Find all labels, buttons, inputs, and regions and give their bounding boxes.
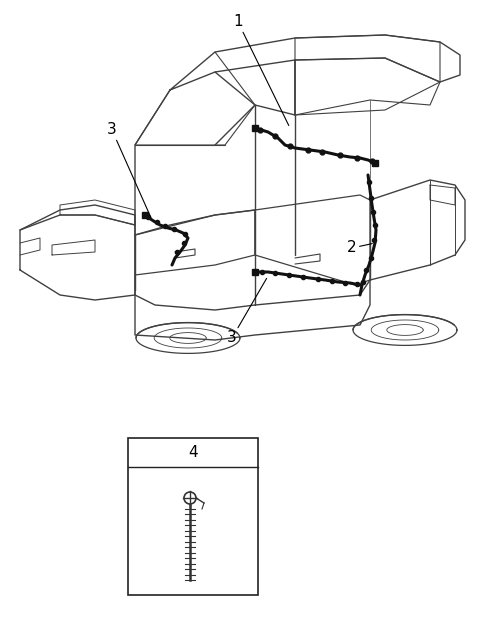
- Text: 2: 2: [347, 240, 372, 256]
- Text: 1: 1: [233, 15, 289, 125]
- Text: 4: 4: [188, 445, 198, 460]
- Bar: [128, 438, 258, 595]
- Text: 3: 3: [107, 123, 151, 218]
- Text: 3: 3: [227, 279, 266, 345]
